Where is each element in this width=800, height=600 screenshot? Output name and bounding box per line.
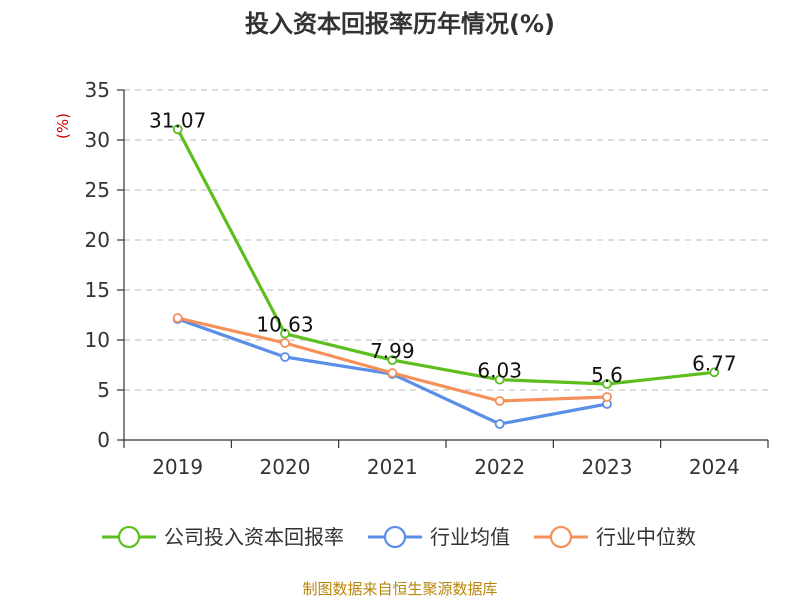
data-label: 5.6 (591, 363, 623, 387)
data-label: 7.99 (370, 339, 415, 363)
data-point (387, 355, 398, 366)
data-point (602, 379, 612, 389)
data-label: 6.03 (477, 359, 522, 383)
series-line (176, 128, 715, 386)
legend-label: 行业均值 (430, 525, 510, 549)
data-point (172, 313, 183, 323)
data-label: 6.77 (692, 351, 737, 375)
y-tick-label: 10 (85, 328, 110, 352)
legend: 公司投入资本回报率 行业均值 行业中位数 (102, 525, 696, 549)
data-point (280, 338, 290, 348)
data-label: 10.63 (256, 313, 313, 337)
chart-title: 投入资本回报率历年情况(%) (245, 10, 555, 38)
data-label: 31.07 (149, 108, 206, 132)
data-point (387, 368, 398, 378)
y-axis-unit: (%) (54, 113, 72, 139)
legend-item: 行业均值 (368, 525, 510, 549)
data-point (494, 374, 505, 385)
y-tick-label: 25 (85, 178, 110, 202)
x-tick-label: 2019 (152, 455, 203, 479)
y-tick-label: 5 (97, 378, 110, 402)
source-note: 制图数据来自恒生聚源数据库 (302, 580, 497, 598)
legend-item: 公司投入资本回报率 (102, 525, 344, 549)
y-tick-label: 35 (85, 78, 110, 102)
data-point (602, 392, 612, 402)
legend-swatch-marker (383, 525, 407, 549)
legend-swatch-marker (117, 525, 141, 549)
grid-lines (124, 89, 768, 391)
legend-label: 公司投入资本回报率 (164, 525, 344, 549)
y-tick-label: 15 (85, 278, 110, 302)
data-point (172, 124, 183, 135)
data-point (494, 419, 505, 429)
x-tick-label: 2022 (474, 455, 525, 479)
series-lines (172, 124, 720, 429)
data-point (709, 367, 720, 378)
y-tick-label: 0 (97, 428, 110, 452)
y-tick-label: 20 (85, 228, 110, 252)
y-tick-label: 30 (85, 128, 110, 152)
legend-swatch-marker (549, 525, 573, 549)
legend-label: 行业中位数 (596, 525, 696, 549)
x-tick-label: 2023 (582, 455, 633, 479)
data-labels: 31.07 10.63 7.99 6.03 5.6 6.77 (149, 108, 737, 387)
data-point (280, 328, 290, 339)
data-point (494, 396, 505, 406)
axes: 0 5 10 15 20 25 30 35 2019 2020 2021 2022 2023 2024 (85, 78, 769, 479)
x-tick-label: 2021 (367, 455, 418, 479)
x-tick-label: 2024 (689, 455, 740, 479)
data-point (280, 352, 290, 362)
legend-item: 行业中位数 (534, 525, 696, 549)
x-tick-label: 2020 (260, 455, 311, 479)
